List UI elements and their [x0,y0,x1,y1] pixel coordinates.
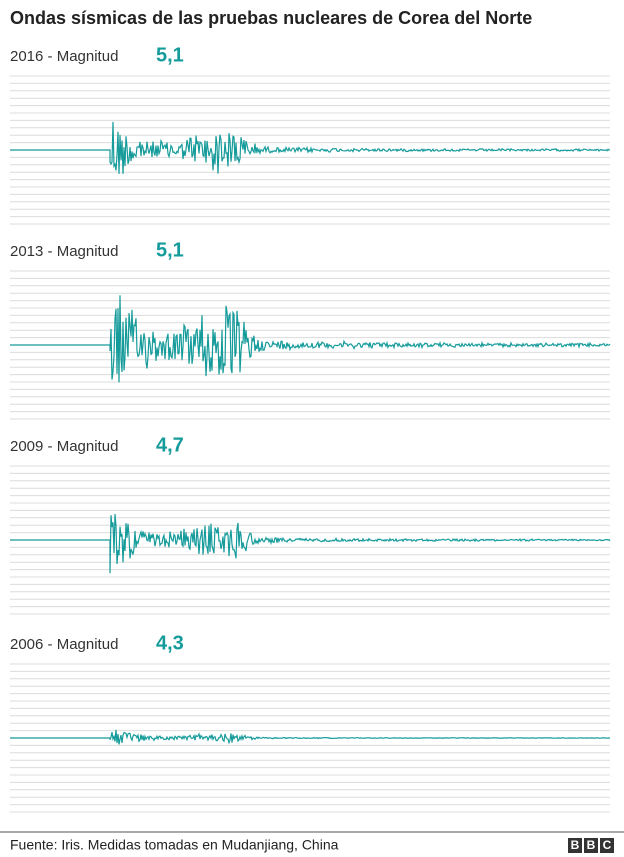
logo-letter: C [603,838,612,852]
panel: 2013 - Magnitud 5,1 [10,239,611,420]
logo-letter: B [587,838,596,852]
panel-label: 2016 - Magnitud [10,48,118,65]
logo-box [568,838,582,853]
magnitude: 4,3 [156,632,184,654]
title: Ondas sísmicas de las pruebas nucleares … [10,8,532,28]
panel-label: 2006 - Magnitud [10,636,118,653]
waveform [10,295,611,383]
logo-box [584,838,598,853]
logo-box [600,838,614,853]
panel: 2009 - Magnitud 4,7 [10,434,611,615]
panel: 2006 - Magnitud 4,3 [10,632,611,813]
source: Fuente: Iris. Medidas tomadas en Mudanji… [10,837,339,853]
magnitude: 4,7 [156,434,184,456]
magnitude: 5,1 [156,44,184,66]
waveform [10,121,611,174]
logo-letter: B [571,838,580,852]
waveform [10,729,611,745]
panel-label: 2013 - Magnitud [10,243,118,260]
waveform [10,513,611,574]
panel: 2016 - Magnitud 5,1 [10,44,611,225]
panels: 2016 - Magnitud 5,1 2013 - Magnitud 5,1 2009… [10,44,611,813]
panel-label: 2009 - Magnitud [10,438,118,455]
magnitude: 5,1 [156,239,184,261]
